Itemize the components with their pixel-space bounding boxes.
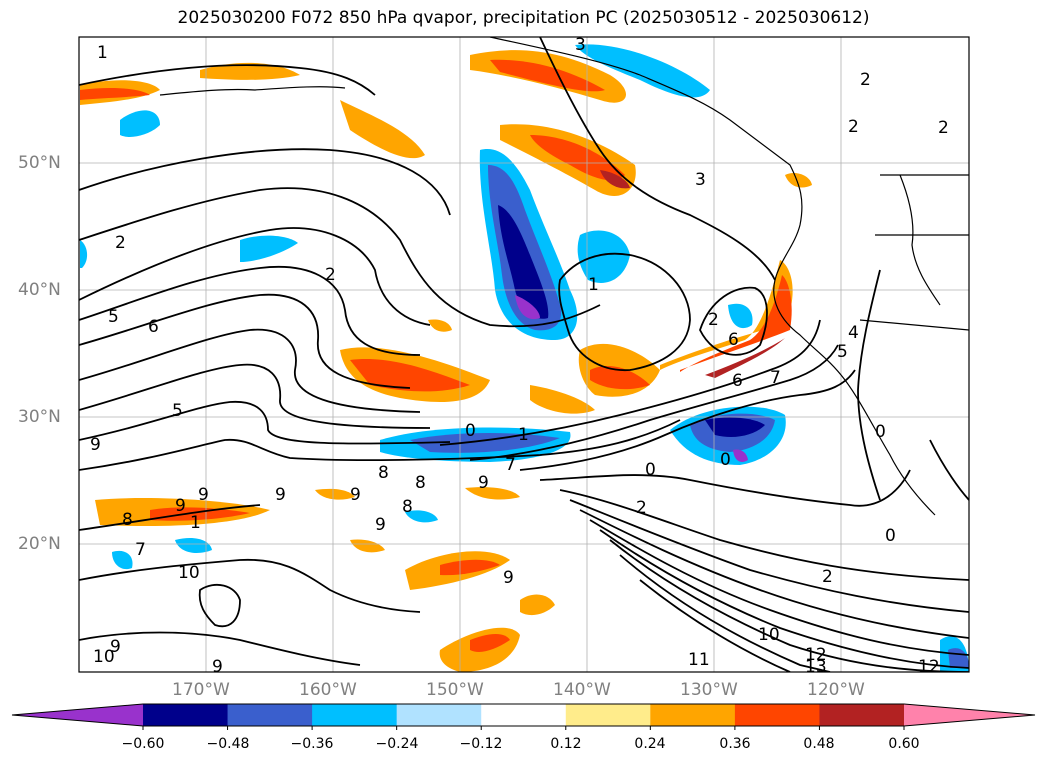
contour-label: 12 [805,645,827,665]
contour-label: 6 [148,317,159,337]
contour-label: 2 [325,265,336,285]
colorbar-segment [734,704,820,726]
lon-label-150w: 150°W [426,680,484,700]
contour-label: 9 [175,496,186,516]
contour-label: 8 [122,510,133,530]
contour-label: 9 [350,485,361,505]
contour-label: 8 [402,497,413,517]
contour-label: 1 [518,425,529,445]
contour-label: 11 [688,650,710,670]
contour-label: 1 [97,43,108,63]
contour-label: 9 [110,637,121,657]
contour-label: 3 [575,35,586,55]
contour-label: 9 [198,485,209,505]
lat-label-20n: 20°N [18,534,61,554]
contour-label: 2 [848,117,859,137]
contour-label: 10 [758,625,780,645]
contour-label: 9 [375,515,386,535]
contour-label: 5 [172,401,183,421]
contour-label: 7 [135,540,146,560]
contour-label: 6 [732,371,743,391]
contour-label: 2 [938,118,949,138]
contour-label: 12 [918,657,940,677]
lon-label-160w: 160°W [299,680,357,700]
contour-labels: 1 3 2 2 2 3 2 2 5 6 2 4 5 6 1 9 0 1 7 0 … [90,35,949,677]
colorbar-segment [481,704,567,726]
contour-label: 9 [275,485,286,505]
qvapor-contours [79,37,969,672]
contour-label: 0 [720,450,731,470]
lat-label-40n: 40°N [18,280,61,300]
lon-label-120w: 120°W [807,680,865,700]
contour-label: 0 [885,526,896,546]
contour-label: 5 [108,307,119,327]
contour-label: 3 [695,170,706,190]
coastlines [159,37,969,516]
colorbar-extend-high [904,704,1035,726]
contour-label: 0 [465,421,476,441]
contour-label: 8 [415,473,426,493]
lat-label-30n: 30°N [18,407,61,427]
colorbar-tick: 0.36 [719,736,751,752]
contour-label: 8 [378,463,389,483]
lon-label-170w: 170°W [172,680,230,700]
colorbar-tick: 0.12 [550,736,582,752]
colorbar-tick: −0.60 [121,736,165,752]
colorbar-tick: 0.24 [634,736,666,752]
contour-label: 7 [770,368,781,388]
contour-label: 5 [837,342,848,362]
contour-label: 6 [728,330,739,350]
colorbar-segment [143,704,229,726]
chart-title: 2025030200 F072 850 hPa qvapor, precipit… [177,8,870,28]
contour-label: 13 [805,657,827,677]
colorbar-extend-low [12,704,143,726]
contour-label: 2 [115,233,126,253]
colorbar-tick: −0.12 [459,736,503,752]
contour-label: 1 [190,513,201,533]
contour-label: 0 [645,460,656,480]
colorbar-segment [396,704,482,726]
contour-label: 1 [588,275,599,295]
contour-label: 2 [822,567,833,587]
colorbar-segment [819,704,905,726]
lon-label-130w: 130°W [680,680,738,700]
precip-anomaly-shading [80,50,812,672]
contour-label: 10 [93,647,115,667]
contour-label: 0 [875,422,886,442]
contour-label: 9 [478,473,489,493]
contour-label: 9 [212,657,223,677]
contour-label: 10 [178,563,200,583]
colorbar-segment [650,704,736,726]
colorbar-segment [565,704,651,726]
graticule [79,37,969,672]
lon-label-140w: 140°W [553,680,611,700]
contour-label: 7 [505,455,516,475]
contour-label: 9 [503,568,514,588]
contour-label: 9 [90,435,101,455]
colorbar-segment [227,704,313,726]
colorbar-tick: 0.60 [888,736,920,752]
colorbar-tick: −0.24 [375,736,419,752]
contour-label: 4 [848,323,859,343]
colorbar-tick: −0.36 [290,736,334,752]
contour-label: 2 [708,310,719,330]
colorbar-tick: 0.48 [803,736,835,752]
colorbar-tick: −0.48 [206,736,250,752]
plot-frame [78,36,970,673]
colorbar-segment [312,704,398,726]
contour-label: 2 [860,70,871,90]
contour-label: 2 [636,498,647,518]
colorbar [11,703,1036,730]
lat-label-50n: 50°N [18,153,61,173]
